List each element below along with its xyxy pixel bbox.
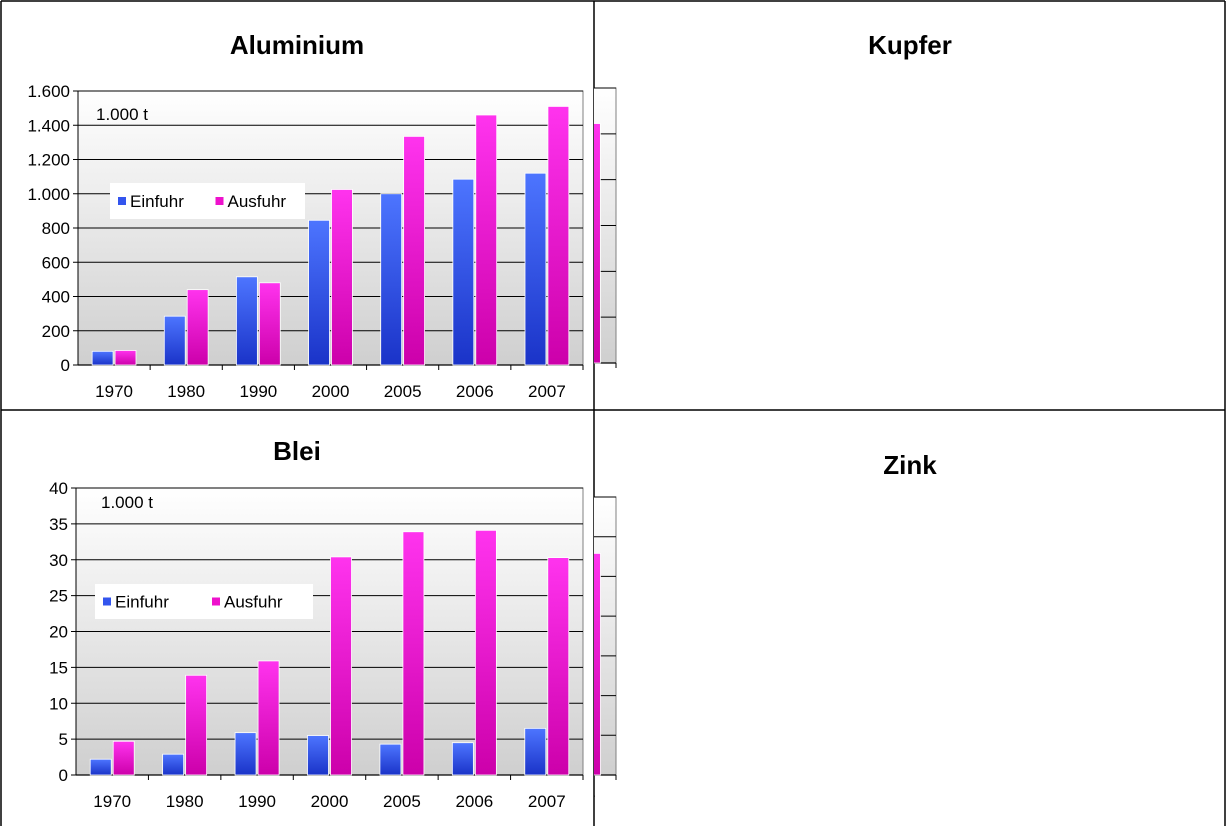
x-tick-label: 1970 (95, 382, 133, 401)
x-tick-label: 2000 (311, 792, 349, 811)
bar-einfuhr (451, 742, 474, 776)
y-tick-label: 1.400 (27, 116, 70, 135)
bar-ausfuhr (547, 557, 570, 776)
chart-kupfer: 02004006008001.0001.20019701980199020002… (594, 87, 617, 399)
bar-ausfuhr (257, 660, 280, 776)
legend-swatch-ausfuhr (212, 597, 220, 606)
bar-einfuhr (91, 350, 114, 366)
x-tick-label: 1980 (167, 382, 205, 401)
unit-label: 1.000 t (101, 493, 153, 512)
bar-einfuhr (380, 193, 403, 366)
legend-label-ausfuhr: Ausfuhr (224, 593, 283, 612)
x-tick-label: 2007 (528, 382, 566, 401)
x-tick-label: 1990 (239, 382, 277, 401)
y-tick-label: 25 (49, 587, 68, 606)
legend-label-einfuhr: Einfuhr (115, 593, 169, 612)
y-tick-label: 600 (42, 253, 70, 272)
bar-ausfuhr (547, 106, 570, 366)
x-tick-label: 1980 (166, 792, 204, 811)
bar-einfuhr (524, 172, 547, 366)
bar-ausfuhr (114, 350, 137, 366)
y-tick-label: 40 (49, 479, 68, 498)
bar-einfuhr (524, 727, 547, 776)
x-tick-label: 2000 (312, 382, 350, 401)
y-tick-label: 10 (49, 694, 68, 713)
x-tick-label: 2007 (594, 792, 596, 811)
legend (110, 183, 305, 219)
bar-einfuhr (89, 758, 112, 776)
chart-panel-kupfer: Kupfer 02004006008001.0001.2001970198019… (594, 0, 1226, 410)
chart-blei: 0 5 10 15 20 25 30 35 40 1970 1980 1990 2000 2005 2006… (49, 479, 584, 811)
legend-swatch-einfuhr (118, 197, 126, 205)
chart-title: Kupfer (868, 30, 952, 60)
bar-ausfuhr (594, 552, 601, 776)
y-tick-label: 1.600 (27, 82, 70, 101)
bar-einfuhr (162, 753, 185, 776)
chart-panel-aluminium: Aluminium 0 200 400 600 800 1.000 1.200 1.400 1.… (0, 0, 594, 410)
bar-ausfuhr (330, 556, 352, 776)
bar-ausfuhr (331, 189, 353, 366)
bar-einfuhr (163, 315, 186, 366)
y-tick-label: 20 (49, 623, 68, 642)
chart-panel-zink: Zink 01020304050607019701980199020002005… (594, 410, 1226, 826)
chart-panel-blei: Blei 0 5 10 15 20 25 30 35 40 1970 1980 1990 2000 200… (0, 410, 594, 826)
y-tick-label: 35 (49, 515, 68, 534)
y-tick-label: 1.200 (27, 151, 70, 170)
chart-aluminium: 0 200 400 600 800 1.000 1.200 1.400 1.600 1970 198… (27, 82, 584, 401)
y-tick-label: 5 (59, 730, 68, 749)
y-tick-label: 200 (42, 322, 70, 341)
legend (95, 584, 313, 619)
legend-label-ausfuhr: Ausfuhr (228, 192, 287, 211)
legend-label-einfuhr: Einfuhr (130, 192, 184, 211)
chart-title: Zink (883, 450, 937, 480)
bar-einfuhr (234, 732, 257, 776)
y-tick-label: 0 (61, 356, 70, 375)
x-tick-label: 2006 (456, 382, 494, 401)
x-tick-label: 2007 (594, 380, 595, 399)
bar-ausfuhr (403, 135, 425, 366)
bar-einfuhr (307, 735, 329, 776)
bar-ausfuhr (474, 529, 497, 776)
chart-title: Aluminium (229, 30, 365, 60)
chart-title: Blei (273, 436, 321, 466)
bar-ausfuhr (185, 674, 208, 776)
bar-ausfuhr (594, 123, 601, 364)
x-tick-label: 2005 (383, 792, 421, 811)
bar-ausfuhr (258, 282, 281, 366)
legend-swatch-ausfuhr (215, 197, 224, 205)
bar-einfuhr (379, 743, 402, 776)
x-tick-label: 2006 (455, 792, 493, 811)
bar-ausfuhr (186, 289, 209, 366)
legend-swatch-einfuhr (103, 597, 111, 606)
y-tick-label: 1.000 (27, 185, 70, 204)
chart-zink: 0102030405060701970198019902000200520062… (594, 496, 617, 811)
bar-einfuhr (236, 276, 258, 366)
x-tick-label: 2005 (384, 382, 422, 401)
bar-ausfuhr (475, 114, 498, 366)
y-tick-label: 0 (59, 766, 68, 785)
bar-einfuhr (452, 178, 475, 366)
unit-label: 1.000 t (96, 105, 148, 124)
y-tick-label: 800 (42, 219, 70, 238)
bar-einfuhr (308, 219, 330, 366)
bar-ausfuhr (402, 531, 425, 776)
x-tick-label: 2007 (528, 792, 566, 811)
y-tick-label: 30 (49, 551, 68, 570)
y-tick-label: 15 (49, 658, 68, 677)
x-tick-label: 1970 (93, 792, 131, 811)
bar-ausfuhr (112, 740, 135, 776)
x-tick-label: 1990 (238, 792, 276, 811)
y-tick-label: 400 (42, 288, 70, 307)
